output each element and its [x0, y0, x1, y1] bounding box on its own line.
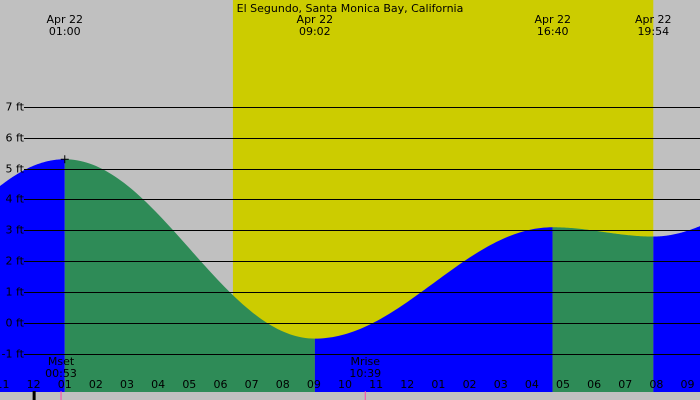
- y-tick-label: 4 ft: [6, 193, 25, 206]
- event-time-label: 16:40: [537, 25, 569, 38]
- x-tick-label: 05: [556, 378, 570, 391]
- y-tick-label: 2 ft: [6, 255, 25, 268]
- chart-title: El Segundo, Santa Monica Bay, California: [237, 2, 464, 15]
- falling-tide-area: [64, 159, 315, 392]
- rising-tide-area: [0, 159, 65, 392]
- x-tick-label: 09: [307, 378, 321, 391]
- x-tick-label: 08: [649, 378, 663, 391]
- x-tick-label: 04: [525, 378, 539, 391]
- y-tick-label: 6 ft: [6, 132, 25, 145]
- event-time-label: 01:00: [49, 25, 81, 38]
- y-tick-label: 7 ft: [6, 101, 25, 114]
- x-tick-label: 10: [338, 378, 352, 391]
- x-tick-label: 01: [58, 378, 72, 391]
- y-tick-label: 0 ft: [6, 317, 25, 330]
- x-tick-label: 06: [213, 378, 227, 391]
- event-time-label: 19:54: [637, 25, 669, 38]
- x-tick-label: 03: [494, 378, 508, 391]
- x-tick-label: 02: [89, 378, 103, 391]
- x-tick-label: 11: [0, 378, 9, 391]
- x-tick-label: 04: [151, 378, 165, 391]
- event-date-label: Apr 22: [534, 13, 571, 26]
- x-tick-label: 07: [245, 378, 259, 391]
- rising-tide-area: [314, 227, 553, 392]
- midnight-tick: [32, 391, 36, 400]
- y-tick-label: 3 ft: [6, 224, 25, 237]
- y-tick-label: 5 ft: [6, 163, 25, 176]
- moon-event-label: Mset: [48, 355, 75, 368]
- x-tick-label: 12: [27, 378, 41, 391]
- y-tick-label: 1 ft: [6, 286, 25, 299]
- x-tick-label: 11: [369, 378, 383, 391]
- x-tick-label: 12: [400, 378, 414, 391]
- x-tick-label: 09: [681, 378, 695, 391]
- x-tick-label: 06: [587, 378, 601, 391]
- event-time-label: 09:02: [299, 25, 331, 38]
- moon-event-time: 00:53: [45, 367, 77, 380]
- event-date-label: Apr 22: [297, 13, 334, 26]
- high-tide-marker: [60, 155, 69, 164]
- x-tick-label: 05: [182, 378, 196, 391]
- event-date-label: Apr 22: [47, 13, 84, 26]
- y-tick-label: -1 ft: [2, 348, 25, 361]
- x-tick-label: 07: [618, 378, 632, 391]
- x-tick-label: 02: [463, 378, 477, 391]
- moon-event-time: 10:39: [349, 367, 381, 380]
- event-date-label: Apr 22: [635, 13, 672, 26]
- x-tick-label: 01: [431, 378, 445, 391]
- x-tick-label: 08: [276, 378, 290, 391]
- rising-tide-area: [653, 226, 700, 392]
- moon-event-label: Mrise: [350, 355, 380, 368]
- falling-tide-area: [552, 227, 654, 392]
- x-tick-label: 03: [120, 378, 134, 391]
